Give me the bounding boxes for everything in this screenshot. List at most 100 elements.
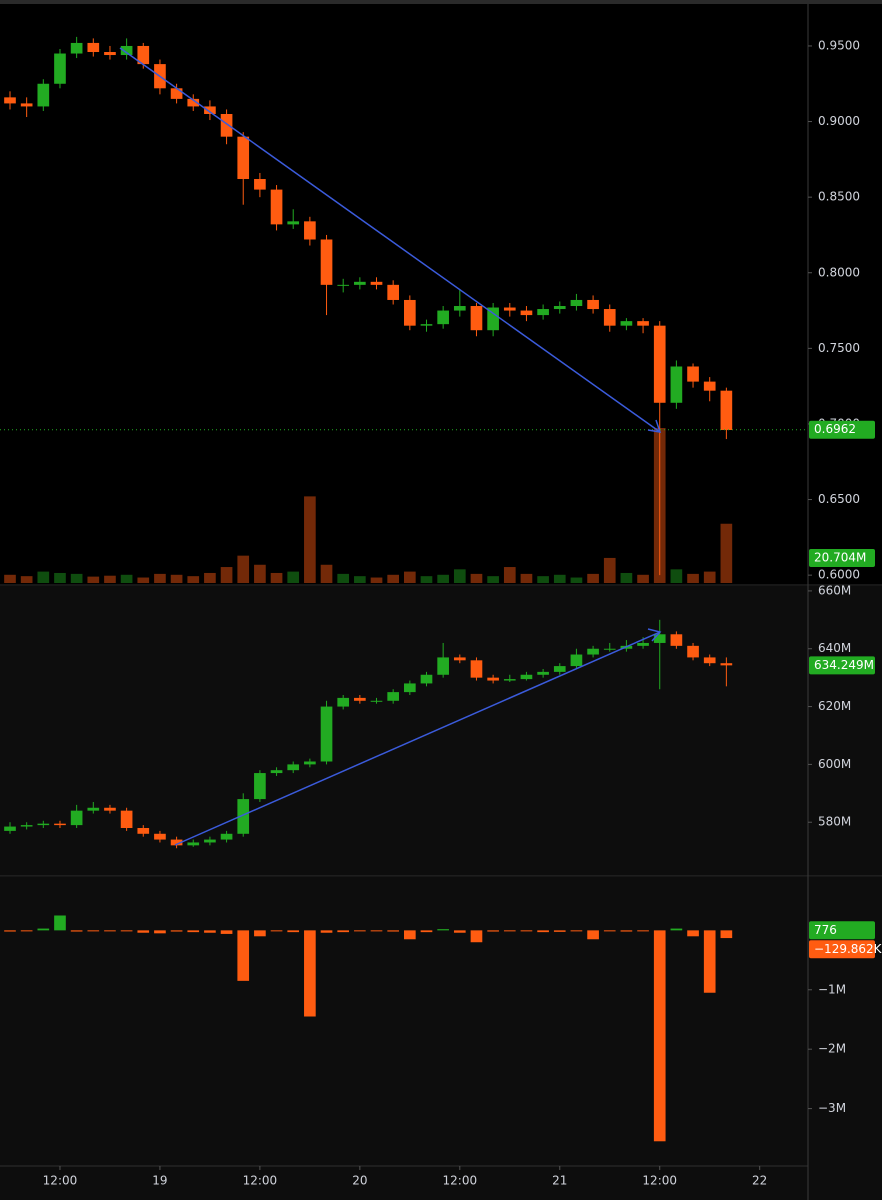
- candle-body: [287, 221, 300, 225]
- volume-bar: [620, 572, 633, 583]
- delta-bar: [470, 930, 483, 943]
- volume-bar: [37, 571, 50, 583]
- volume-bar: [54, 572, 66, 583]
- candle-body: [503, 679, 516, 681]
- candle-body: [270, 770, 283, 774]
- volume-bar: [20, 576, 33, 583]
- candle-body: [254, 773, 266, 800]
- y-tick-label: 620M: [818, 699, 851, 713]
- candle-body: [170, 88, 183, 99]
- candle-body: [487, 307, 499, 331]
- oi-pane: [0, 586, 882, 876]
- delta-bar: [270, 930, 283, 932]
- candle-body: [70, 42, 83, 54]
- volume-bar: [387, 574, 400, 583]
- candle-body: [437, 310, 449, 325]
- candle-body: [304, 221, 316, 240]
- delta-bar: [387, 930, 400, 932]
- delta-bar: [4, 930, 16, 932]
- volume-bar: [170, 574, 183, 583]
- candle-body: [637, 321, 649, 326]
- candle-body: [137, 45, 150, 65]
- candle-body: [54, 53, 66, 84]
- candle-body: [370, 700, 383, 702]
- volume-bar: [670, 569, 683, 583]
- y-tick-label: 640M: [818, 641, 851, 655]
- arrow-head: [647, 628, 662, 642]
- y-tick-label: 600M: [818, 757, 851, 771]
- candle-body: [187, 842, 200, 846]
- candle-body: [404, 299, 416, 326]
- y-tick-label: 0.9000: [818, 114, 860, 128]
- y-tick-label: −3M: [818, 1101, 846, 1115]
- last-value-badge-bg: [809, 921, 875, 940]
- volume-bar: [204, 572, 216, 583]
- candle-body: [603, 648, 616, 650]
- volume-bar: [603, 557, 616, 583]
- y-tick-label: 580M: [818, 815, 851, 829]
- candle-body: [37, 823, 50, 826]
- volume-bar: [437, 574, 449, 583]
- volume-bar: [703, 571, 716, 583]
- delta-bar: [354, 930, 366, 932]
- y-tick-label: −2M: [818, 1042, 846, 1056]
- delta-bar: [553, 930, 566, 932]
- candle-body: [653, 325, 666, 403]
- candle-body: [20, 103, 33, 107]
- candle-body: [387, 284, 400, 300]
- candle-body: [720, 663, 733, 666]
- delta-bar: [187, 930, 200, 933]
- delta-bar: [204, 930, 216, 933]
- candle-body: [587, 648, 599, 655]
- candle-body: [487, 677, 499, 681]
- volume-bar: [687, 573, 699, 583]
- candle-body: [187, 98, 200, 107]
- delta-bar: [503, 930, 516, 932]
- volume-bar: [553, 574, 566, 583]
- candle-body: [320, 706, 333, 762]
- delta-bar: [587, 930, 599, 940]
- candle-body: [520, 310, 533, 316]
- delta-bar: [603, 930, 616, 932]
- candle-body: [4, 97, 16, 104]
- volume-badge: 20.704M: [814, 551, 866, 565]
- candle-body: [570, 654, 583, 667]
- candle-body: [170, 839, 183, 846]
- top-border: [0, 0, 882, 4]
- last-value-badge-bg: [809, 656, 875, 675]
- delta-bar: [137, 930, 150, 933]
- delta-bar: [537, 930, 549, 933]
- candle-body: [220, 113, 233, 137]
- trend-arrows: [119, 47, 662, 846]
- delta-bar: [670, 928, 683, 931]
- delta-bar: [70, 930, 83, 932]
- delta-bar: [370, 930, 383, 932]
- arrow-head: [647, 419, 662, 433]
- delta-bar: [404, 930, 416, 940]
- candle-body: [37, 83, 50, 107]
- trend-line: [174, 631, 661, 846]
- candle-body: [204, 839, 216, 843]
- delta-bar: [437, 929, 449, 931]
- x-tick-label: 12:00: [243, 1174, 278, 1188]
- volume-bar: [520, 573, 533, 583]
- y-tick-label: 0.8500: [818, 190, 860, 204]
- delta-bar: [703, 930, 716, 993]
- last-value-badge: −129.862K: [814, 942, 882, 956]
- x-tick-label: 12:00: [43, 1174, 78, 1188]
- candle-body: [470, 660, 483, 678]
- y-tick-label: 0.9500: [818, 38, 860, 52]
- delta-bar: [237, 930, 250, 981]
- candle-body: [520, 674, 533, 680]
- volume-bar: [270, 572, 283, 583]
- candle-body: [354, 697, 366, 701]
- volume-bar: [453, 569, 466, 583]
- delta-bar: [320, 930, 333, 933]
- last-value-badge: 776: [814, 923, 837, 937]
- candle-body: [237, 799, 250, 834]
- y-tick-label: 660M: [818, 583, 851, 597]
- candle-body: [287, 764, 300, 771]
- candle-body: [703, 381, 716, 391]
- candle-body: [537, 309, 549, 316]
